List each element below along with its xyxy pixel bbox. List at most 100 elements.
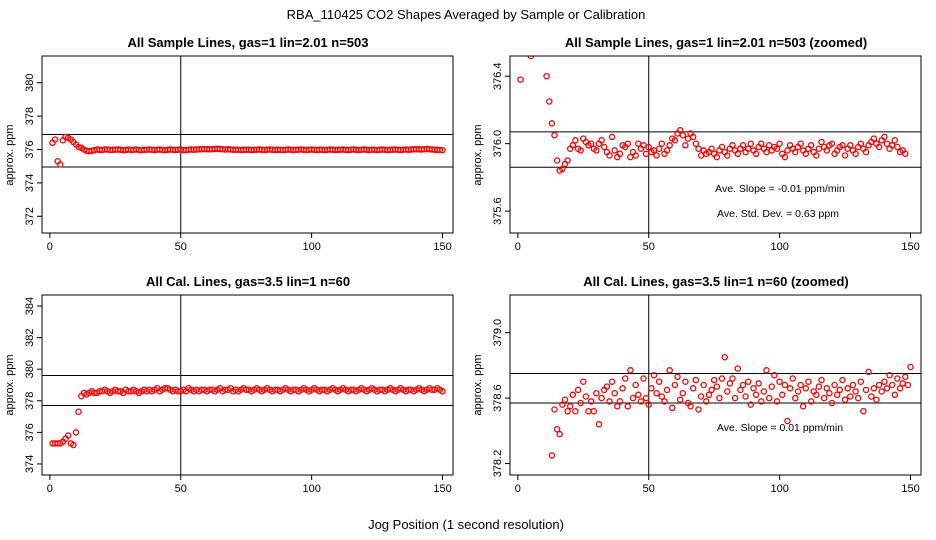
- data-point: [697, 152, 705, 159]
- data-point: [907, 363, 914, 371]
- plot-frame: [509, 294, 922, 476]
- data-point: [619, 385, 626, 392]
- data-point: [611, 147, 618, 154]
- data-point: [802, 150, 810, 158]
- data-point: [564, 157, 571, 164]
- data-point: [883, 140, 891, 147]
- data-points: [548, 353, 914, 459]
- data-point: [799, 403, 807, 410]
- y-tick-label: 376: [24, 423, 36, 441]
- data-point: [847, 393, 854, 400]
- data-point: [695, 406, 702, 413]
- data-point: [648, 385, 655, 392]
- data-point: [891, 391, 899, 399]
- data-point: [734, 365, 742, 372]
- data-point: [637, 398, 645, 405]
- data-point: [697, 393, 705, 400]
- data-point: [833, 391, 841, 399]
- data-point: [868, 393, 875, 400]
- data-point: [57, 161, 64, 168]
- data-point: [805, 378, 812, 385]
- data-point: [674, 373, 681, 381]
- data-point: [818, 138, 825, 146]
- data-point: [587, 140, 595, 147]
- data-point: [773, 398, 781, 405]
- data-point: [881, 378, 888, 385]
- plot-frame: [509, 55, 922, 234]
- y-tick-label: 378.2: [492, 450, 504, 478]
- annotation-slope: Ave. Slope = 0.01 ppm/min: [717, 422, 843, 434]
- data-point: [72, 429, 80, 436]
- data-point: [587, 398, 595, 405]
- data-point: [671, 137, 679, 144]
- data-point: [820, 394, 828, 402]
- data-point: [718, 143, 726, 151]
- panel-title: All Cal. Lines, gas=3.5 lin=1 n=60 (zoom…: [583, 274, 849, 289]
- data-point: [569, 142, 577, 149]
- data-point: [548, 120, 556, 127]
- data-point: [51, 136, 59, 143]
- panel-title: All Sample Lines, gas=1 lin=2.01 n=503 (…: [565, 35, 867, 50]
- data-point: [439, 146, 446, 154]
- data-point: [852, 150, 859, 158]
- data-point: [614, 403, 621, 410]
- data-point: [676, 396, 684, 403]
- data-point: [847, 142, 854, 149]
- data-point: [878, 388, 885, 395]
- data-point: [905, 0, 910, 3]
- data-point: [703, 398, 710, 405]
- data-point: [679, 131, 687, 139]
- data-point: [577, 399, 584, 407]
- data-point: [598, 394, 605, 402]
- data-point: [635, 140, 642, 147]
- data-point: [849, 381, 857, 389]
- data-point: [739, 142, 747, 149]
- data-point: [650, 371, 658, 379]
- data-point: [627, 153, 634, 161]
- data-point: [546, 98, 553, 105]
- data-point: [771, 371, 778, 379]
- data-point: [862, 148, 870, 156]
- data-point: [797, 381, 804, 389]
- x-tick-label: 50: [175, 241, 187, 253]
- data-point: [608, 133, 616, 141]
- data-point: [572, 137, 579, 144]
- data-point: [826, 389, 833, 397]
- data-point: [624, 403, 632, 410]
- data-point: [765, 394, 773, 402]
- data-point: [823, 147, 831, 154]
- y-tick-label: 378: [24, 107, 36, 125]
- data-point: [765, 142, 773, 149]
- data-point: [559, 165, 566, 173]
- data-point: [75, 408, 82, 416]
- data-point: [595, 421, 603, 428]
- data-point: [590, 407, 598, 415]
- data-point: [857, 140, 865, 147]
- data-point: [813, 391, 820, 399]
- data-point: [556, 430, 563, 438]
- data-point: [839, 142, 846, 149]
- data-point: [894, 143, 901, 151]
- data-point: [517, 76, 524, 83]
- data-point: [708, 386, 715, 394]
- data-point: [763, 367, 770, 374]
- data-point: [813, 152, 820, 159]
- data-point: [640, 375, 647, 382]
- data-point: [689, 385, 697, 392]
- data-point: [658, 140, 666, 147]
- data-point: [896, 385, 904, 392]
- data-point: [776, 378, 783, 385]
- data-point: [818, 376, 825, 384]
- y-tick-label: 382: [24, 328, 36, 346]
- data-point: [684, 135, 692, 142]
- x-tick-label: 50: [175, 483, 187, 495]
- data-point: [875, 381, 883, 389]
- y-axis-label: approx. ppm: [4, 124, 16, 185]
- data-point: [815, 145, 823, 152]
- data-point: [606, 152, 613, 159]
- y-tick-label: 380: [24, 74, 36, 92]
- data-point: [902, 373, 909, 381]
- data-points: [49, 133, 446, 168]
- x-tick-label: 100: [302, 241, 320, 253]
